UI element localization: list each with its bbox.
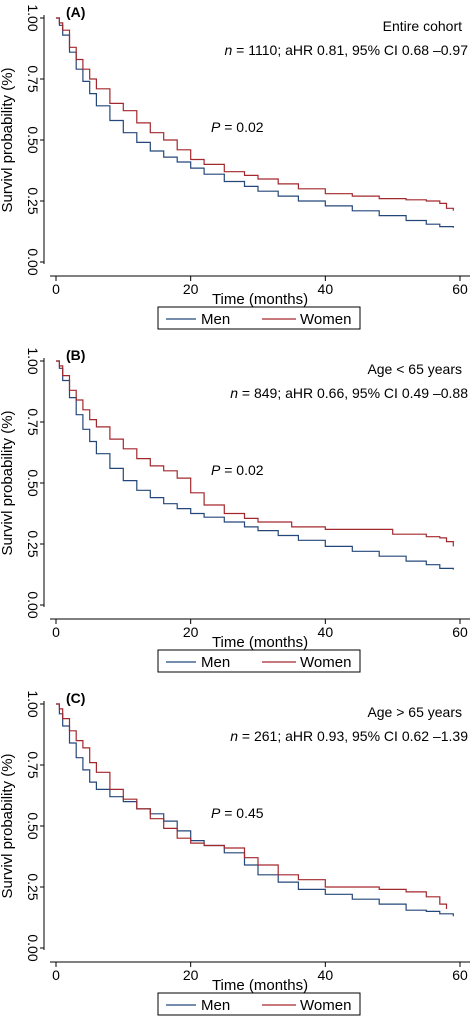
y-tick-label: 1.00 (25, 4, 41, 31)
x-tick-label: 60 (452, 281, 468, 297)
p-symbol: P (211, 462, 221, 478)
y-tick-label: 0.50 (25, 126, 41, 153)
stats-text: = 849; aHR 0.66, 95% CI 0.49 –0.88 (238, 385, 468, 401)
stats-n-symbol: n (230, 728, 238, 744)
legend-label-men: Men (201, 997, 230, 1014)
p-value-annotation: P = 0.45 (211, 805, 264, 821)
x-tick-label: 0 (52, 281, 60, 297)
stats-n-symbol: n (225, 42, 233, 58)
series-line-women (56, 703, 448, 909)
y-tick-label: 0.50 (25, 812, 41, 839)
x-tick-label: 40 (318, 281, 334, 297)
y-tick-label: 1.00 (25, 690, 41, 717)
y-tick-label: 0.00 (25, 591, 41, 618)
legend: Men Women (157, 992, 361, 1016)
series-line-men (56, 703, 454, 917)
series-line-women (56, 17, 454, 211)
y-tick-label: 0.75 (25, 408, 41, 435)
y-tick-label: 1.00 (25, 347, 41, 374)
y-axis-title: Survivl probability (%) (0, 753, 16, 898)
x-tick-label: 0 (52, 967, 60, 983)
x-tick-label: 40 (318, 967, 334, 983)
p-symbol: P (211, 119, 221, 135)
p-value-text: = 0.02 (220, 462, 263, 478)
chart-panel: 0.00 0.25 0.50 0.75 1.00 0 20 40 60 Time (months)… (0, 690, 470, 1016)
x-tick-label: 60 (452, 967, 468, 983)
y-tick-label: 0.25 (25, 873, 41, 900)
x-tick-label: 0 (52, 624, 60, 640)
legend-label-women: Women (300, 997, 351, 1014)
stats-text: = 1110; aHR 0.81, 95% CI 0.68 –0.97 (232, 42, 468, 58)
panel-label: (B) (66, 347, 85, 363)
series-line-men (56, 360, 454, 570)
x-tick-label: 60 (452, 624, 468, 640)
stats-n-symbol: n (230, 385, 238, 401)
legend-label-women: Women (300, 311, 351, 328)
legend-box (157, 649, 361, 673)
x-tick-label: 20 (183, 967, 199, 983)
x-tick-label: 40 (318, 624, 334, 640)
stats-annotation: n = 849; aHR 0.66, 95% CI 0.49 –0.88 (230, 385, 468, 401)
stats-text: = 261; aHR 0.93, 95% CI 0.62 –1.39 (238, 728, 468, 744)
y-axis-title: Survivl probability (%) (0, 67, 16, 212)
legend: Men Women (157, 306, 361, 330)
panel-label: (A) (66, 4, 85, 20)
y-tick-label: 0.25 (25, 187, 41, 214)
legend-label-men: Men (201, 654, 230, 671)
chart-panel: 0.00 0.25 0.50 0.75 1.00 0 20 40 60 Time (months)… (0, 347, 470, 673)
legend: Men Women (157, 649, 361, 673)
chart-panel: 0.00 0.25 0.50 0.75 1.00 0 20 40 60 Time (months)… (0, 4, 470, 330)
y-tick-label: 0.50 (25, 469, 41, 496)
legend-label-men: Men (201, 311, 230, 328)
stats-annotation: n = 261; aHR 0.93, 95% CI 0.62 –1.39 (230, 728, 468, 744)
x-tick-label: 20 (183, 281, 199, 297)
p-value-text: = 0.02 (220, 119, 263, 135)
x-axis-title: Time (months) (212, 291, 308, 308)
p-value-annotation: P = 0.02 (211, 119, 264, 135)
subgroup-label: Age > 65 years (367, 704, 462, 720)
p-value-annotation: P = 0.02 (211, 462, 264, 478)
p-value-text: = 0.45 (220, 805, 263, 821)
series-line-women (56, 360, 454, 547)
x-axis-title: Time (months) (212, 977, 308, 994)
x-tick-label: 20 (183, 624, 199, 640)
legend-box (157, 992, 361, 1016)
legend-box (157, 306, 361, 330)
subgroup-label: Entire cohort (383, 18, 462, 34)
stats-annotation: n = 1110; aHR 0.81, 95% CI 0.68 –0.97 (225, 42, 469, 58)
y-tick-label: 0.75 (25, 751, 41, 778)
y-tick-label: 0.00 (25, 934, 41, 961)
subgroup-label: Age < 65 years (367, 361, 462, 377)
x-axis-title: Time (months) (212, 634, 308, 651)
p-symbol: P (211, 805, 221, 821)
y-tick-label: 0.25 (25, 530, 41, 557)
y-tick-label: 0.75 (25, 65, 41, 92)
legend-label-women: Women (300, 654, 351, 671)
y-tick-label: 0.00 (25, 248, 41, 275)
panel-label: (C) (66, 690, 85, 706)
y-axis-title: Survivl probability (%) (0, 410, 16, 555)
